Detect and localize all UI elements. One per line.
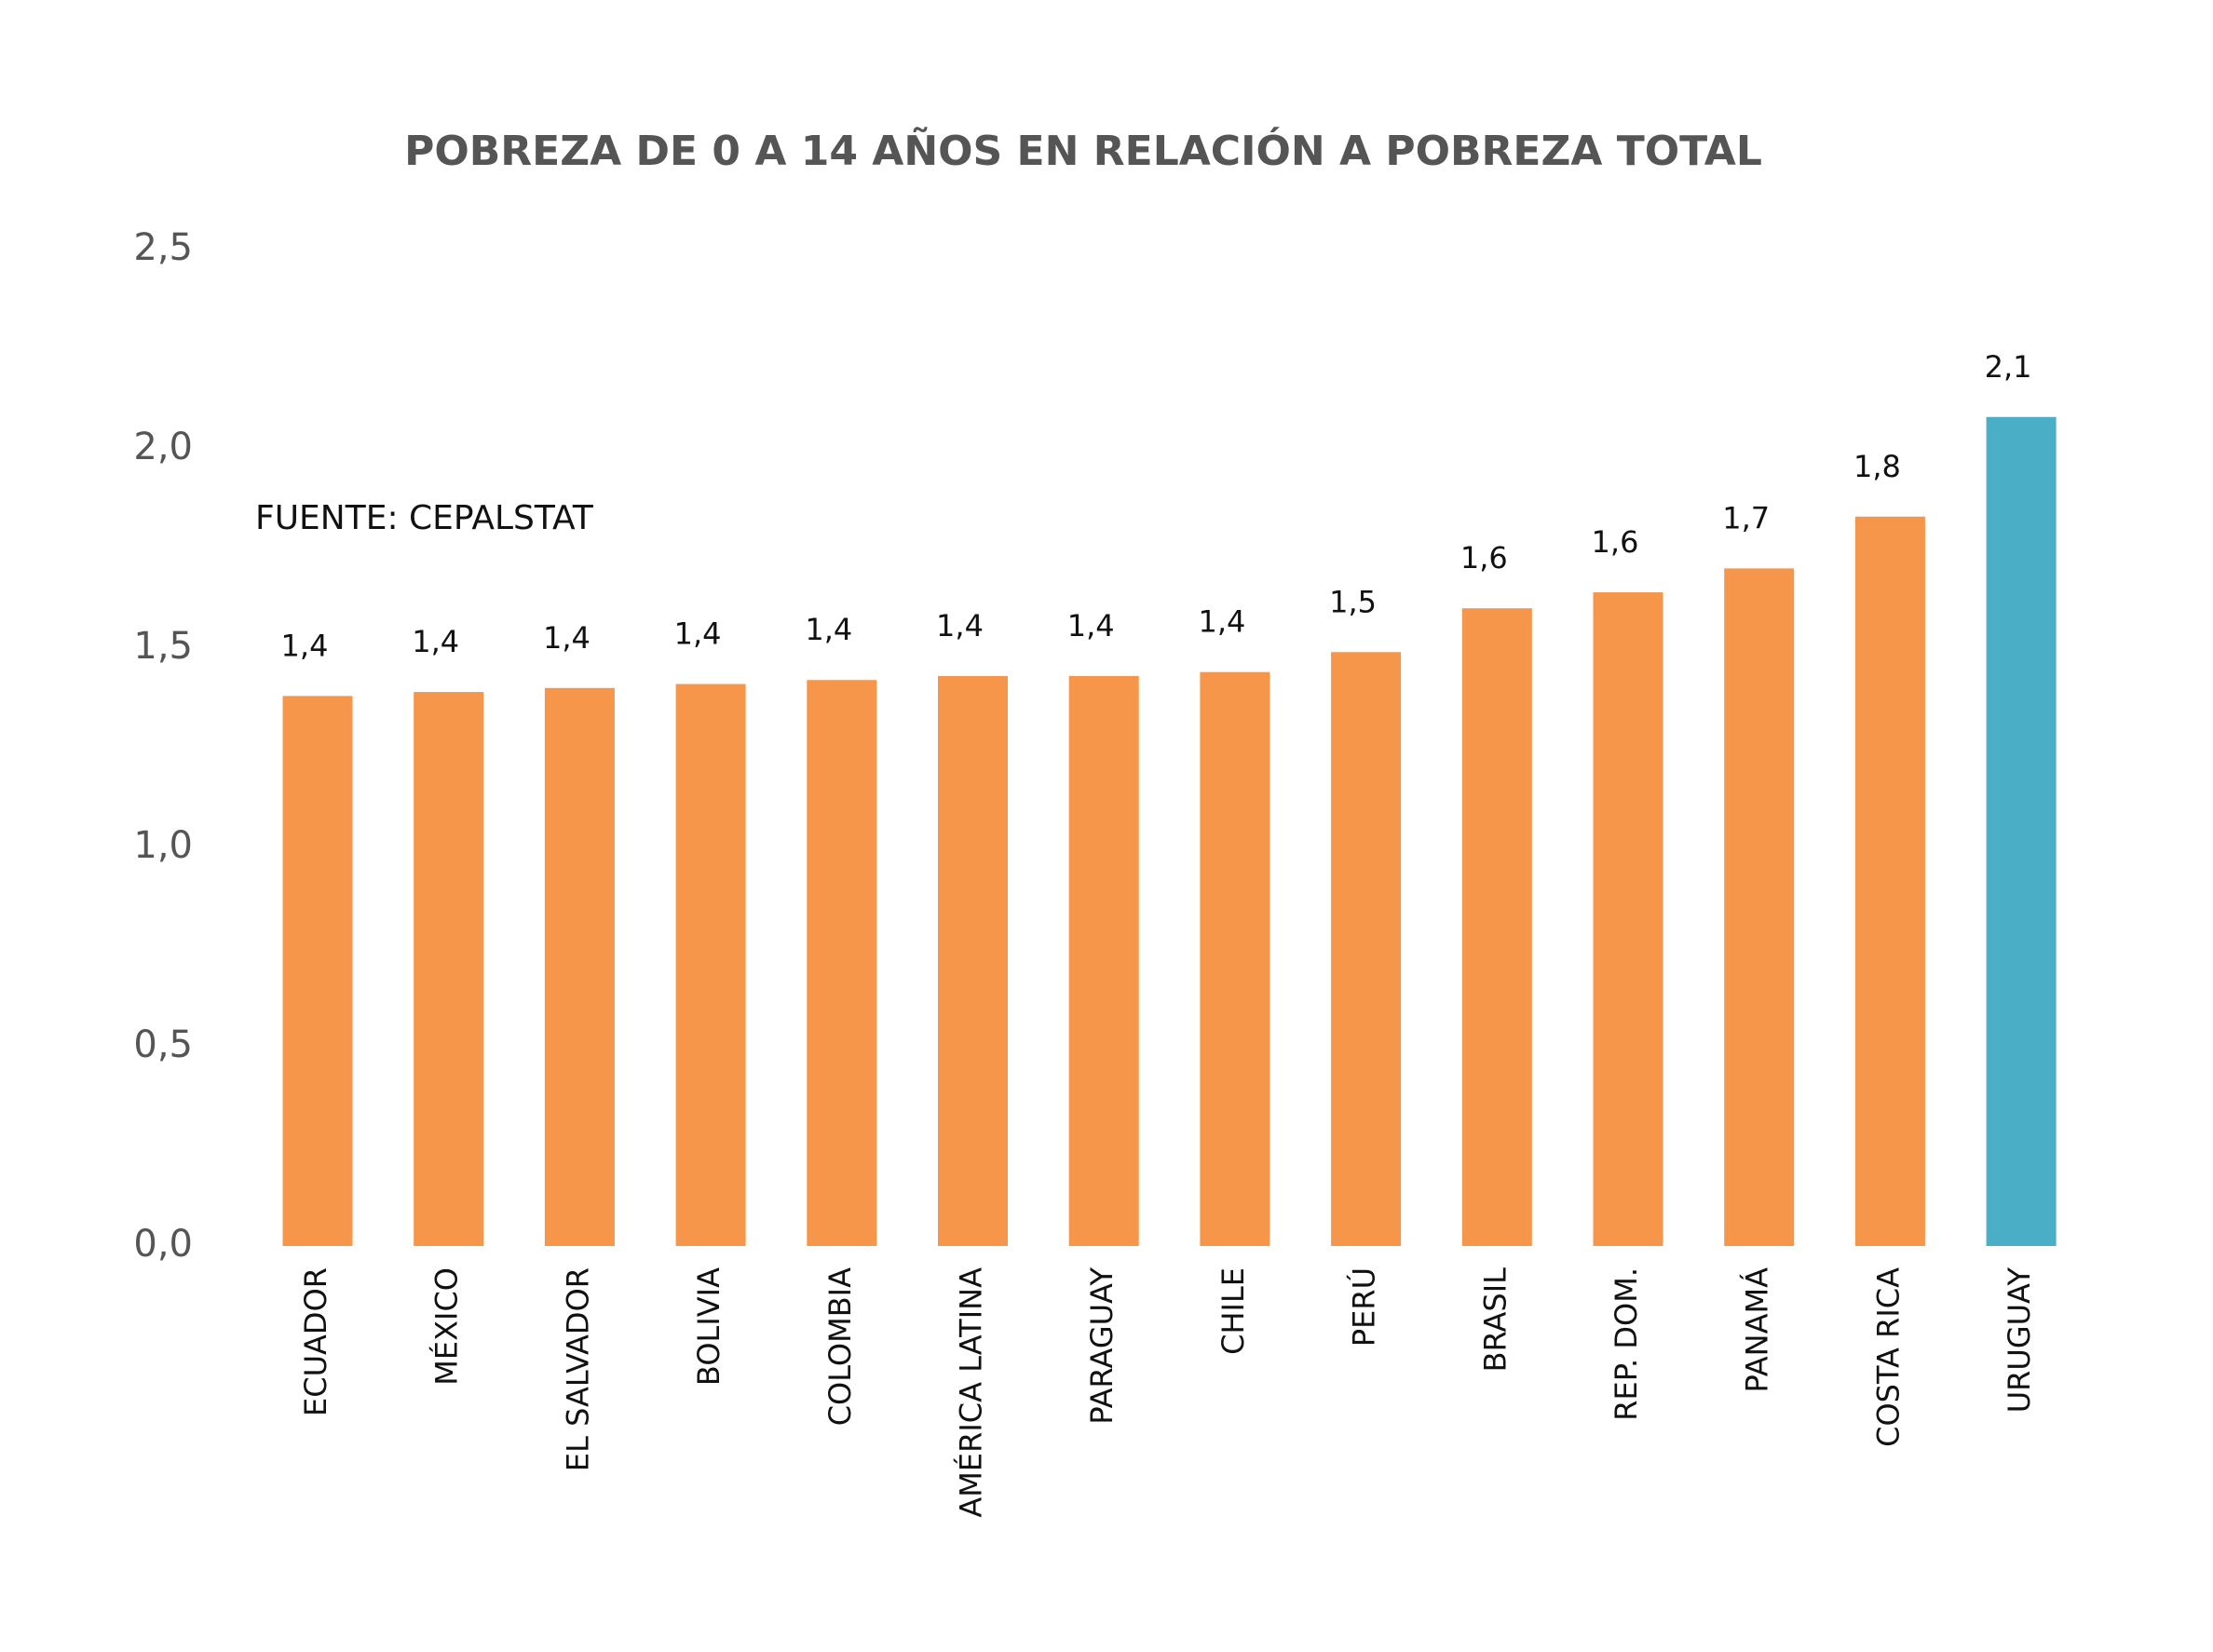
bar	[1986, 416, 2057, 1246]
bar	[1461, 608, 1532, 1246]
x-tick-label: COSTA RICA	[1870, 1267, 1906, 1447]
value-label: 1,6	[1460, 540, 1508, 575]
x-tick-label: PERÚ	[1346, 1267, 1382, 1347]
value-label: 2,1	[1985, 349, 2032, 385]
value-label: 1,4	[1067, 608, 1115, 643]
x-tick-label: AMÉRICA LATINA	[954, 1267, 989, 1518]
x-tick-label: BRASIL	[1477, 1267, 1513, 1373]
y-tick-label: 2,0	[133, 426, 193, 468]
value-label: 1,4	[1198, 604, 1245, 640]
x-tick-label: REP. DOM.	[1609, 1267, 1644, 1421]
bar	[1200, 671, 1270, 1246]
value-label: 1,5	[1329, 584, 1377, 619]
value-label: 1,4	[543, 620, 591, 656]
y-tick-label: 2,5	[133, 226, 193, 269]
bar	[544, 687, 615, 1246]
y-tick-label: 0,5	[133, 1023, 193, 1066]
value-label: 1,4	[281, 628, 329, 663]
value-label: 1,7	[1722, 500, 1770, 535]
value-label: 1,4	[674, 616, 722, 652]
x-tick-label: PARAGUAY	[1084, 1267, 1120, 1425]
value-label: 1,6	[1592, 524, 1639, 560]
bar	[675, 684, 746, 1246]
value-label: 1,4	[412, 624, 459, 659]
x-tick-label: BOLIVIA	[691, 1267, 726, 1386]
bar	[938, 675, 1008, 1246]
bar	[1724, 568, 1795, 1246]
y-tick-label: 1,0	[133, 824, 193, 867]
y-tick-label: 1,5	[133, 625, 193, 668]
bar	[414, 692, 484, 1246]
x-tick-label: CHILE	[1215, 1267, 1251, 1355]
bar	[1593, 592, 1663, 1246]
x-tick-label: ECUADOR	[298, 1267, 333, 1416]
x-tick-label: EL SALVADOR	[560, 1267, 595, 1471]
x-tick-label: MÉXICO	[429, 1267, 465, 1386]
x-tick-label: COLOMBIA	[822, 1267, 858, 1426]
value-label: 1,4	[805, 612, 852, 647]
bar	[807, 680, 877, 1246]
x-tick-label: PANAMÁ	[1740, 1267, 1775, 1393]
bar	[1068, 675, 1139, 1246]
bar	[1854, 516, 1925, 1246]
x-tick-label: URUGUAY	[2002, 1267, 2037, 1414]
source-note: FUENTE: CEPALSTAT	[255, 499, 594, 537]
value-label: 1,4	[936, 608, 984, 643]
bar	[282, 696, 353, 1246]
chart-title: POBREZA DE 0 A 14 AÑOS EN RELACIÓN A POB…	[404, 126, 1762, 175]
bar	[1331, 652, 1402, 1246]
y-tick-label: 0,0	[133, 1223, 193, 1266]
value-label: 1,8	[1853, 449, 1901, 484]
